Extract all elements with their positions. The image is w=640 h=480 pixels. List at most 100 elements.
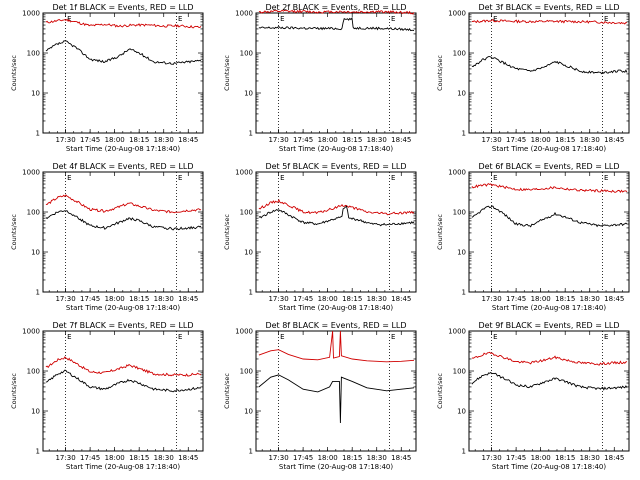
y-tick-label: 1 [249, 289, 253, 297]
marker-label: E [604, 174, 608, 182]
y-tick-label: 1 [36, 289, 40, 297]
lld-series-line [258, 330, 415, 363]
lld-series-line [471, 18, 628, 25]
plot-frame [468, 330, 630, 452]
y-tick-label: 1000 [22, 328, 40, 336]
lld-series-line [258, 198, 415, 216]
x-tick-label: 17:30 [55, 454, 75, 462]
marker-label: E [67, 174, 71, 182]
panel-5: Det 5f BLACK = Events, RED = LLD 1 10 100 10… [223, 162, 417, 312]
x-tick-label: 18:15 [342, 295, 362, 303]
x-tick-label: 17:30 [481, 136, 501, 144]
x-tick-label: 17:45 [293, 454, 313, 462]
y-tick-label: 100 [27, 368, 40, 376]
panel-8: Det 8f BLACK = Events, RED = LLD 1 10 100 10… [223, 321, 417, 471]
panel-3: Det 3f BLACK = Events, RED = LLD 1 10 100 10… [436, 3, 630, 153]
y-axis-label: Counts/sec [436, 373, 444, 409]
x-axis-label: Start Time (20-Aug-08 17:18:40) [279, 145, 393, 153]
y-tick-label: 1000 [235, 169, 253, 177]
panel-title: Det 9f BLACK = Events, RED = LLD [478, 321, 619, 330]
x-tick-label: 18:30 [580, 454, 600, 462]
x-tick-label: 18:15 [555, 454, 575, 462]
y-tick-label: 1000 [448, 328, 466, 336]
x-tick-label: 18:45 [178, 295, 198, 303]
x-tick-label: 18:45 [391, 454, 411, 462]
x-tick-label: 18:45 [391, 136, 411, 144]
x-tick-label: 18:15 [342, 454, 362, 462]
x-tick-label: 17:45 [80, 454, 100, 462]
y-tick-label: 10 [31, 249, 40, 257]
y-tick-label: 1000 [235, 328, 253, 336]
y-tick-label: 10 [31, 90, 40, 98]
x-tick-label: 18:30 [154, 454, 174, 462]
events-series-line [45, 369, 202, 393]
y-tick-label: 100 [453, 50, 466, 58]
panel-title: Det 8f BLACK = Events, RED = LLD [265, 321, 406, 330]
y-axis-label: Counts/sec [10, 214, 18, 250]
x-tick-label: 17:45 [293, 136, 313, 144]
y-axis-label: Counts/sec [223, 55, 231, 91]
x-tick-label: 18:30 [367, 454, 387, 462]
marker-label: E [391, 174, 395, 182]
y-tick-label: 10 [457, 90, 466, 98]
panel-title: Det 7f BLACK = Events, RED = LLD [52, 321, 193, 330]
marker-label: E [178, 15, 182, 23]
y-tick-label: 10 [457, 249, 466, 257]
x-tick-label: 18:45 [178, 136, 198, 144]
x-axis-label: Start Time (20-Aug-08 17:18:40) [66, 145, 180, 153]
x-tick-label: 18:45 [178, 454, 198, 462]
y-axis-label: Counts/sec [223, 373, 231, 409]
y-tick-label: 1000 [448, 169, 466, 177]
panel-title: Det 4f BLACK = Events, RED = LLD [52, 162, 193, 171]
x-tick-label: 18:00 [318, 136, 338, 144]
y-tick-label: 1 [462, 130, 466, 138]
x-axis-label: Start Time (20-Aug-08 17:18:40) [492, 304, 606, 312]
panel-title: Det 2f BLACK = Events, RED = LLD [265, 3, 406, 12]
x-tick-label: 18:15 [555, 136, 575, 144]
x-tick-label: 18:30 [367, 136, 387, 144]
x-tick-label: 18:45 [391, 295, 411, 303]
x-axis-label: Start Time (20-Aug-08 17:18:40) [279, 304, 393, 312]
events-series-line [258, 205, 415, 227]
y-tick-label: 1000 [448, 10, 466, 18]
x-tick-label: 18:15 [342, 136, 362, 144]
x-tick-label: 18:00 [531, 295, 551, 303]
x-axis-label: Start Time (20-Aug-08 17:18:40) [66, 463, 180, 471]
y-axis-label: Counts/sec [436, 214, 444, 250]
x-tick-label: 18:15 [129, 136, 149, 144]
y-tick-label: 100 [240, 50, 253, 58]
plot-frame [42, 171, 204, 293]
plot-frame [468, 12, 630, 134]
panel-title: Det 5f BLACK = Events, RED = LLD [265, 162, 406, 171]
panel-4: Det 4f BLACK = Events, RED = LLD 1 10 100 10… [10, 162, 204, 312]
plot-frame [255, 171, 417, 293]
x-tick-label: 18:15 [555, 295, 575, 303]
panel-7: Det 7f BLACK = Events, RED = LLD 1 10 100 10… [10, 321, 204, 471]
y-tick-label: 10 [31, 408, 40, 416]
lld-series-line [45, 18, 202, 29]
y-tick-label: 100 [453, 368, 466, 376]
x-tick-label: 17:30 [268, 136, 288, 144]
x-tick-label: 17:45 [80, 295, 100, 303]
marker-label: E [391, 333, 395, 341]
x-axis-label: Start Time (20-Aug-08 17:18:40) [492, 463, 606, 471]
panel-title: Det 1f BLACK = Events, RED = LLD [52, 3, 193, 12]
lld-series-line [471, 183, 628, 194]
x-tick-label: 18:45 [604, 136, 624, 144]
lld-series-line [45, 194, 202, 214]
y-tick-label: 100 [240, 368, 253, 376]
lld-series-line [471, 351, 628, 366]
y-tick-label: 1000 [235, 10, 253, 18]
y-tick-label: 100 [240, 209, 253, 217]
x-axis-label: Start Time (20-Aug-08 17:18:40) [66, 304, 180, 312]
marker-label: E [604, 15, 608, 23]
events-series-line [471, 56, 628, 75]
y-tick-label: 1000 [22, 169, 40, 177]
x-tick-label: 17:45 [506, 136, 526, 144]
plot-frame [255, 330, 417, 452]
y-tick-label: 100 [27, 50, 40, 58]
events-series-line [471, 371, 628, 391]
x-tick-label: 18:00 [531, 454, 551, 462]
x-tick-label: 18:30 [367, 295, 387, 303]
